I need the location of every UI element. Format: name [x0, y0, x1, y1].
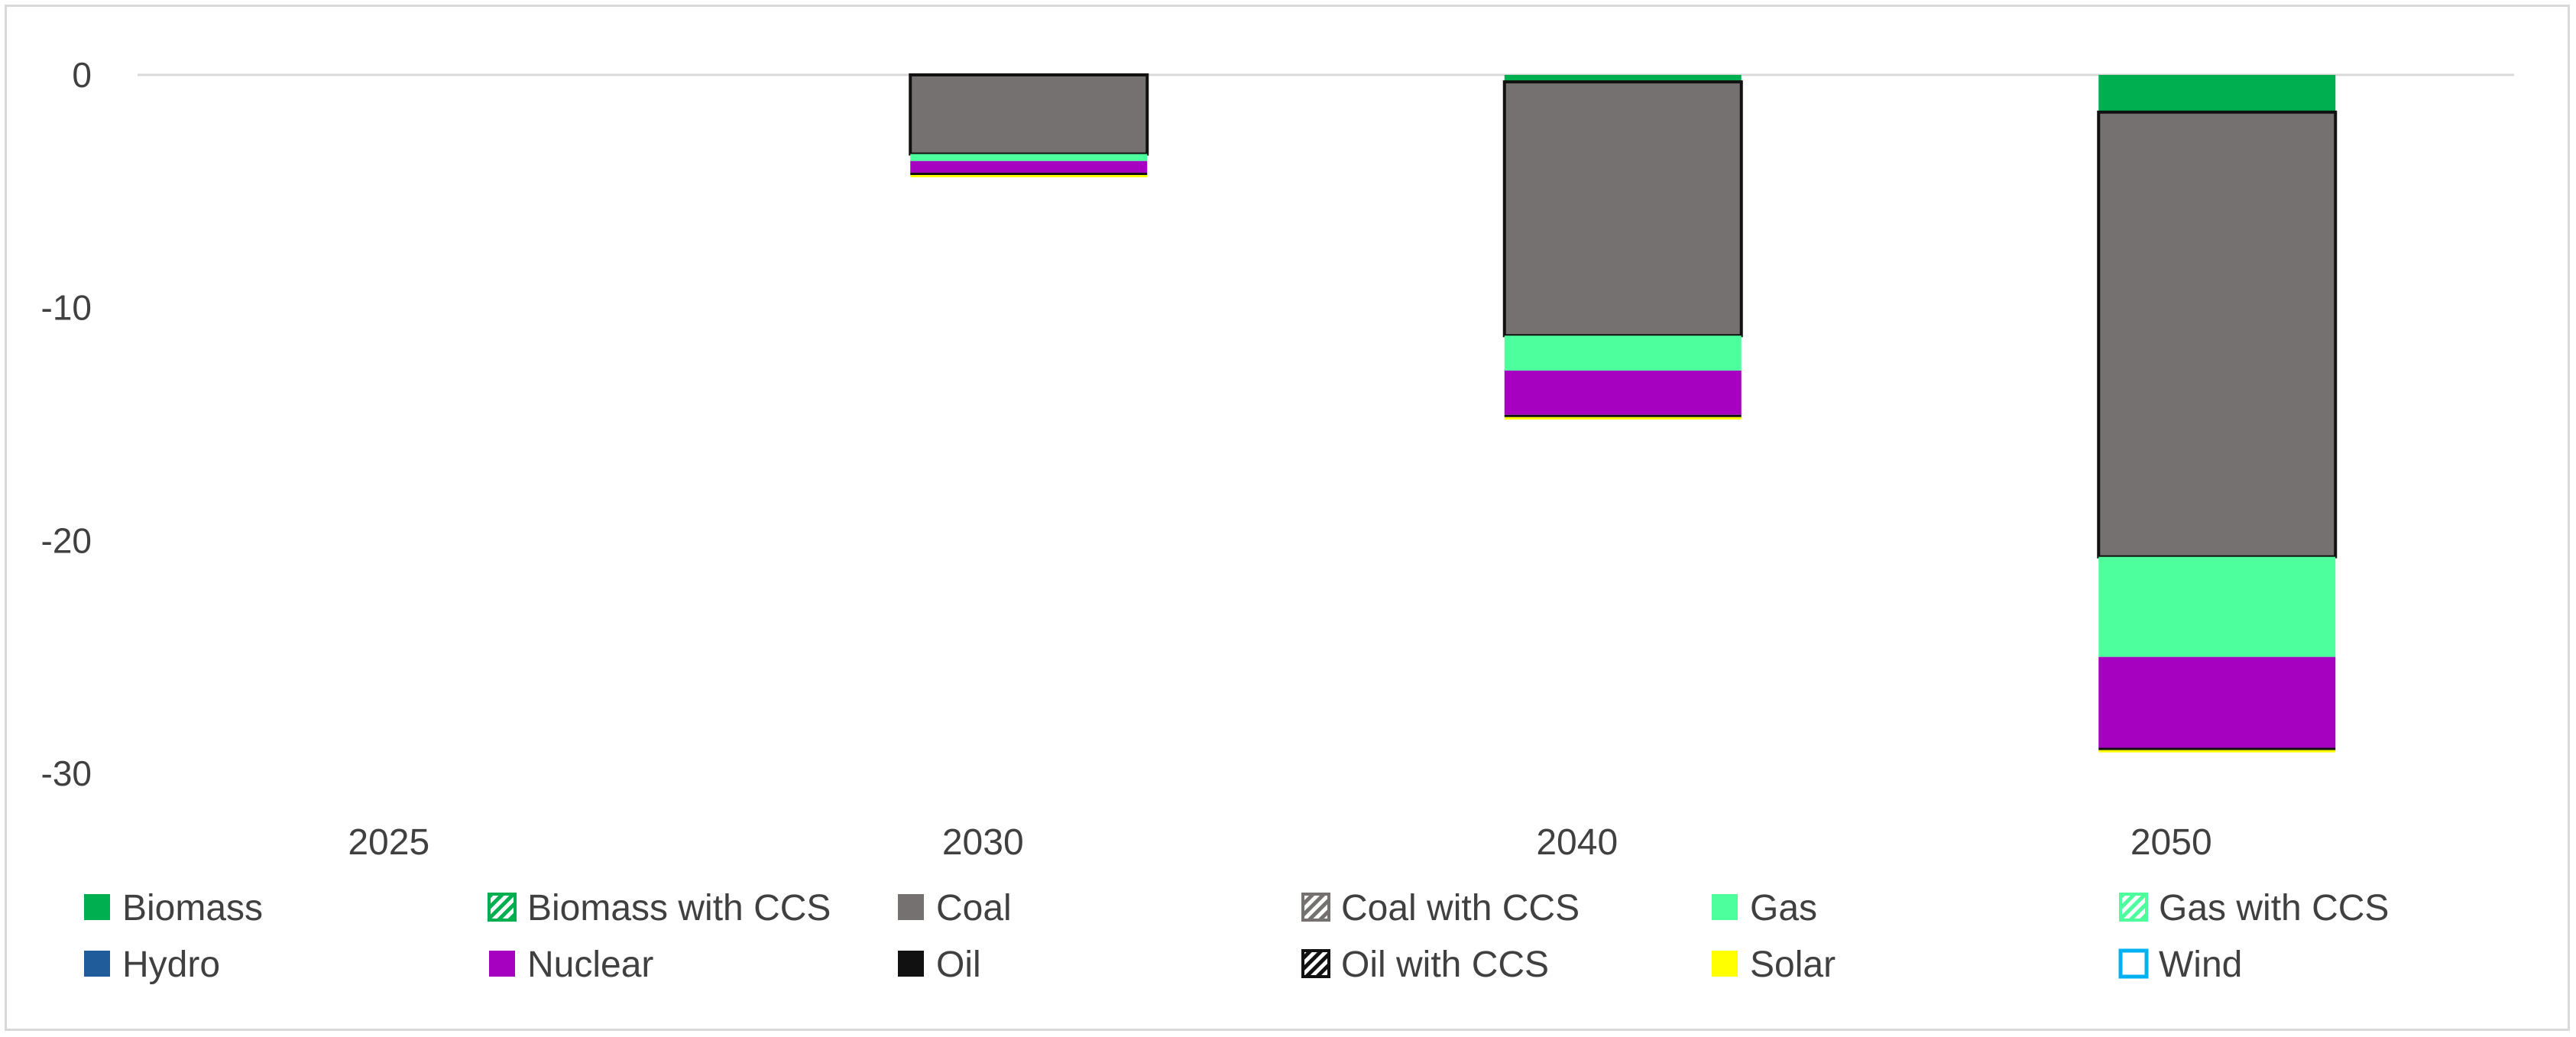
bar-gas-2040: [1504, 335, 1742, 371]
legend-swatch: [488, 893, 517, 922]
legend-label: Coal with CCS: [1341, 888, 1580, 928]
legend-label: Coal: [936, 888, 1012, 928]
legend-item-biomass: Biomass: [84, 888, 263, 928]
category-label-2050: 2050: [2130, 822, 2212, 863]
legend-item-oil-with-ccs: Oil with CCS: [1301, 945, 1549, 985]
legend-item-nuclear: Nuclear: [489, 945, 653, 985]
legend-item-oil: Oil: [898, 945, 981, 985]
legend-item-gas: Gas: [1712, 888, 1817, 928]
bar-oil-2050: [2098, 747, 2336, 750]
legend-swatch: [2119, 893, 2148, 922]
bar-coal-2050: [2097, 110, 2338, 559]
legend-swatch: [84, 951, 110, 977]
y-tick-label: -20: [41, 520, 92, 560]
bar-biomass-2040: [1504, 75, 1742, 83]
legend-swatch: [898, 951, 924, 977]
legend-swatch: [1301, 893, 1330, 922]
y-tick-label: -30: [41, 753, 92, 793]
bar-solar-2050: [2098, 750, 2336, 753]
legend-swatch: [1712, 894, 1738, 920]
bar-nuclear-2030: [910, 160, 1148, 173]
legend-item-biomass-with-ccs: Biomass with CCS: [488, 888, 831, 928]
category-label-2025: 2025: [348, 822, 429, 863]
bar-oil-2030: [910, 172, 1148, 176]
legend-label: Hydro: [122, 945, 220, 985]
y-tick-label: -10: [41, 288, 92, 328]
legend-label: Gas: [1750, 888, 1817, 928]
legend-swatch: [1301, 949, 1330, 978]
legend: Biomass Biomass with CCS Coal Coal with CCS…: [84, 888, 2389, 985]
legend-swatch: [1712, 951, 1738, 977]
y-tick-label: 0: [72, 55, 92, 95]
legend-label: Biomass: [122, 888, 263, 928]
y-axis-tick-labels: 0 -10 -20 -30: [41, 55, 92, 793]
legend-item-solar: Solar: [1712, 945, 1836, 985]
legend-item-coal: Coal: [898, 888, 1012, 928]
legend-item-coal-with-ccs: Coal with CCS: [1301, 888, 1580, 928]
legend-swatch: [2118, 948, 2149, 979]
bar-gas-2050: [2098, 556, 2336, 657]
bars: [909, 73, 2338, 753]
category-label-2040: 2040: [1536, 822, 1618, 863]
legend-swatch: [84, 894, 110, 920]
legend-label: Nuclear: [527, 945, 653, 985]
legend-item-gas-with-ccs: Gas with CCS: [2119, 888, 2389, 928]
bar-biomass-2050: [2098, 75, 2336, 112]
bar-oil-2040: [1504, 414, 1742, 417]
bar-coal-2030: [909, 73, 1149, 156]
legend-item-wind: Wind: [2118, 945, 2242, 985]
bar-nuclear-2050: [2098, 656, 2336, 748]
bar-solar-2040: [1504, 416, 1742, 420]
x-axis-category-labels: 2025 2030 2040 2050: [348, 822, 2211, 863]
category-label-2030: 2030: [942, 822, 1024, 863]
bar-coal-2040: [1502, 80, 1743, 338]
legend-label: Oil: [936, 945, 981, 985]
legend-swatch: [489, 951, 515, 977]
legend-label: Solar: [1750, 945, 1836, 985]
legend-swatch: [898, 894, 924, 920]
bar-solar-2030: [910, 175, 1148, 178]
legend-label: Biomass with CCS: [527, 888, 831, 928]
legend-label: Oil with CCS: [1341, 945, 1549, 985]
legend-label: Gas with CCS: [2159, 888, 2389, 928]
bar-gas-2030: [910, 154, 1148, 161]
bar-nuclear-2040: [1504, 370, 1742, 415]
legend-item-hydro: Hydro: [84, 945, 220, 985]
legend-label: Wind: [2159, 945, 2242, 985]
